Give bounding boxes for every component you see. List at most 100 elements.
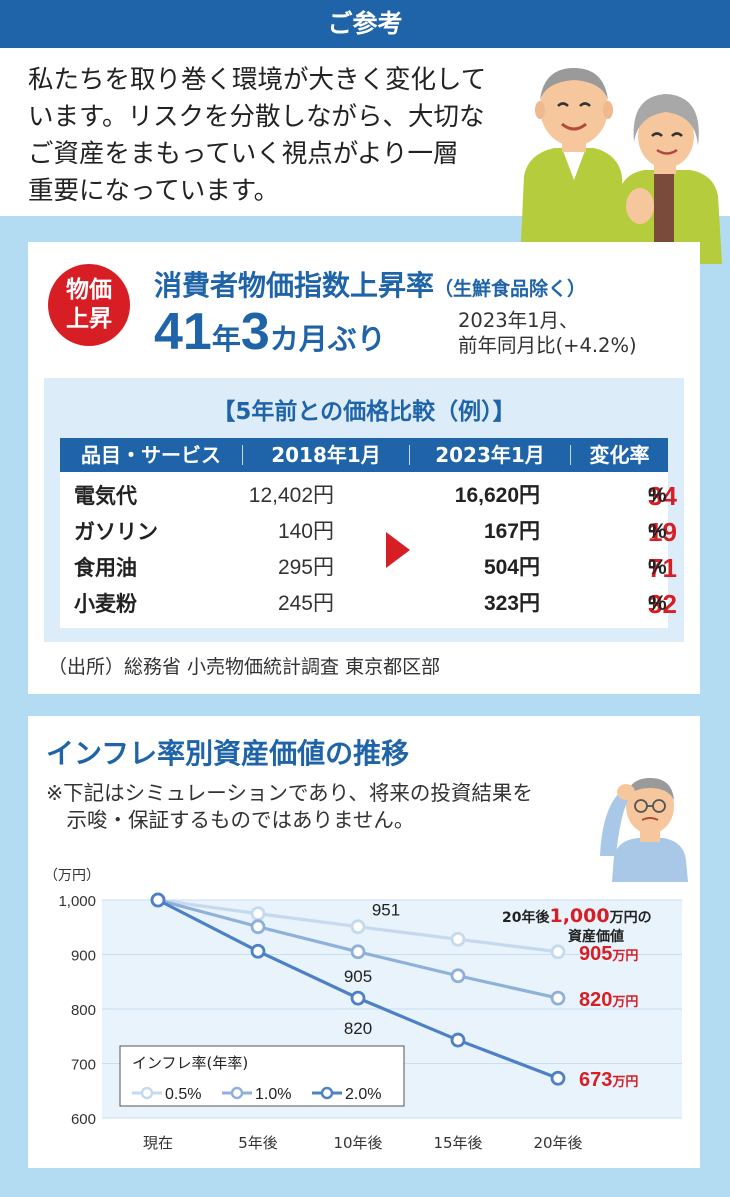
rate-sign: + [648, 484, 661, 507]
item-name: 食用油 [74, 556, 137, 580]
elderly-couple-illustration [520, 68, 722, 264]
rate-value: 34 [648, 481, 677, 511]
data-point [350, 990, 366, 1006]
data-point [550, 1070, 566, 1086]
cpi-note: 2023年1月、 前年同月比(+4.2%) [458, 308, 637, 358]
badge-line: 上昇 [66, 306, 112, 332]
data-point [250, 919, 266, 935]
legend-entry: 0.5% [165, 1086, 201, 1103]
intro-section: 私たちを取り巻く環境が大きく変化して います。リスクを分散しながら、大切な ご資… [0, 48, 730, 264]
end-value-label: 905万円 [579, 943, 638, 965]
rate-percent: % [648, 592, 667, 615]
cpi-note-line: 前年同月比(+4.2%) [458, 334, 637, 357]
rate-percent: % [648, 520, 667, 543]
rate-percent: % [648, 484, 667, 507]
legend-box [119, 1045, 405, 1107]
data-point [550, 990, 566, 1006]
rate-sign: + [648, 556, 661, 579]
end-value-unit: 万円 [611, 1074, 638, 1089]
cpi-months-unit: カ月ぶり [269, 322, 386, 356]
y-tick-label: 600 [71, 1111, 96, 1128]
table-row: 食用油 295円 504円 +71% [60, 550, 677, 586]
inflation-line-chart: 1,000 900 800 700 600 （万円） 現在 5年後 10年後 15年後 20年後 95… [44, 868, 682, 1152]
cpi-headline: 41年3カ月ぶり [154, 302, 386, 362]
data-point [250, 943, 266, 959]
price-rise-badge: 物価 上昇 [48, 264, 130, 346]
legend-swatch-marker [320, 1086, 334, 1100]
header-divider [570, 445, 571, 465]
comparison-table-body: 電気代 12,402円 16,620円 +34% ガソリン 140円 167円 … [60, 472, 677, 628]
worried-man-illustration [600, 778, 688, 882]
inflation-title: インフレ率別資産価値の推移 [46, 737, 410, 770]
data-point [250, 906, 266, 922]
badge-line: 物価 [66, 277, 112, 303]
x-tick-label: 20年後 [533, 1134, 582, 1152]
rate-value: 32 [648, 589, 677, 619]
price-2018: 140円 [277, 520, 334, 543]
callout-part: 1,000 [549, 905, 609, 927]
header-item: 品目・サービス [81, 443, 221, 467]
price-2018: 245円 [277, 592, 334, 615]
price-2018: 12,402円 [248, 484, 334, 507]
data-point [350, 944, 366, 960]
inflation-panel: インフレ率別資産価値の推移 ※下記はシミュレーションであり、将来の投資結果を 示… [28, 716, 700, 1168]
comparison-title: 【5年前との価格比較（例）】 [212, 399, 516, 425]
y-tick-label: 1,000 [58, 893, 96, 910]
cpi-years-unit: 年 [211, 322, 241, 356]
point-data-label: 905 [344, 967, 372, 986]
cpi-title-main: 消費者物価指数上昇率 [154, 269, 435, 302]
legend-swatch-marker [140, 1086, 154, 1100]
cpi-title: 消費者物価指数上昇率（生鮮食品除く） [154, 264, 586, 304]
rate-value: 71 [648, 553, 677, 583]
intro-line: 重要になっています。 [28, 176, 280, 206]
legend-swatch-marker [230, 1086, 244, 1100]
price-2023: 16,620円 [454, 484, 540, 507]
y-axis-unit: （万円） [44, 868, 100, 884]
intro-line: ご資産をまもっていく視点がより一層 [28, 139, 459, 169]
item-name: ガソリン [74, 520, 158, 544]
end-value-unit: 万円 [611, 994, 638, 1009]
legend-entry: 1.0% [255, 1086, 291, 1103]
disclaimer-line: ※下記はシミュレーションであり、将来の投資結果を [46, 781, 533, 805]
y-tick-label: 800 [71, 1002, 96, 1019]
legend-title: インフレ率(年率) [132, 1054, 248, 1072]
intro-line: 私たちを取り巻く環境が大きく変化して [28, 65, 487, 95]
item-name: 電気代 [74, 484, 137, 508]
data-point [450, 968, 466, 984]
header-title: ご参考 [0, 0, 730, 48]
disclaimer-note: ※下記はシミュレーションであり、将来の投資結果を 示唆・保証するものではありませ… [46, 780, 606, 834]
source-note: （出所）総務省 小売物価統計調査 東京都区部 [48, 656, 441, 678]
table-row: ガソリン 140円 167円 +19% [60, 514, 677, 550]
data-point [450, 1032, 466, 1048]
x-tick-label: 5年後 [238, 1134, 278, 1152]
end-value-label: 673万円 [579, 1069, 638, 1091]
price-comparison-box: 【5年前との価格比較（例）】 品目・サービス 2018年1月 2023年1月 変… [44, 378, 684, 642]
price-2023: 323円 [483, 592, 540, 615]
data-point [550, 944, 566, 960]
cpi-years: 41 [154, 303, 212, 361]
callout-line2: 資産価値 [568, 928, 624, 945]
cpi-title-note: （生鮮食品除く） [434, 278, 587, 300]
table-row: 電気代 12,402円 16,620円 +34% [60, 478, 677, 514]
callout-line1: 20年後1,000万円の [502, 905, 652, 927]
price-2018: 295円 [277, 556, 334, 579]
cpi-months: 3 [240, 303, 270, 361]
y-tick-label: 700 [71, 1057, 96, 1074]
right-arrow-icon [386, 532, 410, 568]
callout-part: 万円の [609, 910, 652, 926]
point-data-label: 951 [372, 901, 400, 920]
data-point [450, 931, 466, 947]
rate-sign: + [648, 520, 661, 543]
end-value-unit: 万円 [611, 948, 638, 963]
table-row: 小麦粉 245円 323円 +32% [60, 586, 677, 622]
x-tick-label: 15年後 [433, 1134, 482, 1152]
intro-text: 私たちを取り巻く環境が大きく変化して います。リスクを分散しながら、大切な ご資… [28, 62, 528, 210]
cpi-note-line: 2023年1月、 [458, 309, 579, 332]
comparison-table-header: 品目・サービス 2018年1月 2023年1月 変化率 [60, 438, 668, 472]
rate-sign: + [648, 592, 661, 615]
header-divider [242, 445, 243, 465]
header-rate: 変化率 [589, 443, 650, 467]
point-data-label: 820 [344, 1019, 372, 1038]
item-name: 小麦粉 [74, 592, 137, 616]
price-2023: 504円 [483, 556, 540, 579]
